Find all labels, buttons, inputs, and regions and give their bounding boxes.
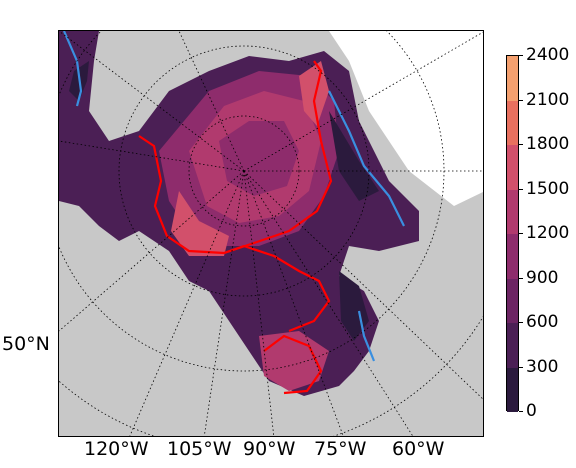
lon-label-75w: 75°W xyxy=(314,438,367,460)
colorbar-segment xyxy=(507,189,518,234)
colorbar-segment xyxy=(507,56,518,101)
open-ocean xyxy=(329,31,483,206)
colorbar-tick-mark xyxy=(519,55,523,56)
colorbar-tick-label: 1500 xyxy=(526,178,570,199)
colorbar-tick-label: 1200 xyxy=(526,223,570,243)
colorbar-tick-label: 1800 xyxy=(526,134,570,154)
colorbar-tick-label: 2400 xyxy=(526,45,570,65)
colorbar-tick-mark xyxy=(519,188,523,190)
colorbar-tick-mark xyxy=(519,411,523,412)
blue-contour-bay xyxy=(357,310,376,362)
colorbar-tick-mark xyxy=(519,99,523,101)
blue-contour-east xyxy=(328,90,405,227)
colorbar-tick-label: 600 xyxy=(526,312,559,332)
graticule xyxy=(59,31,483,436)
colorbar-tick-label: 2100 xyxy=(526,89,570,110)
colorbar xyxy=(506,55,519,412)
colorbar-tick-mark xyxy=(519,322,523,323)
ice-field xyxy=(59,31,419,396)
colorbar-segment xyxy=(507,234,518,279)
red-contour xyxy=(138,60,333,255)
colorbar-segment xyxy=(507,323,518,368)
colorbar-segment xyxy=(507,367,518,412)
colorbar-tick-mark xyxy=(519,277,523,279)
red-contour-inlet xyxy=(223,244,331,333)
lon-label-105w: 105°W xyxy=(167,438,232,460)
colorbar-tick-label: 0 xyxy=(526,401,537,421)
colorbar-tick-mark xyxy=(519,366,523,368)
colorbar-segment xyxy=(507,145,518,190)
map-canvas xyxy=(59,31,483,436)
colorbar-segment xyxy=(507,278,518,323)
blue-contour-west xyxy=(62,31,83,107)
map-panel xyxy=(58,30,484,437)
red-contour-bay xyxy=(263,334,323,395)
colorbar-tick-mark xyxy=(519,144,523,145)
lon-label-90w: 90°W xyxy=(243,438,296,460)
colorbar-segment xyxy=(507,100,518,145)
lon-label-120w: 120°W xyxy=(84,438,149,460)
lon-label-60w: 60°W xyxy=(392,438,445,460)
colorbar-tick-mark xyxy=(519,233,523,234)
lat-label-50n: 50°N xyxy=(2,333,50,355)
colorbar-tick-label: 300 xyxy=(526,356,559,377)
colorbar-tick-label: 900 xyxy=(526,267,559,288)
